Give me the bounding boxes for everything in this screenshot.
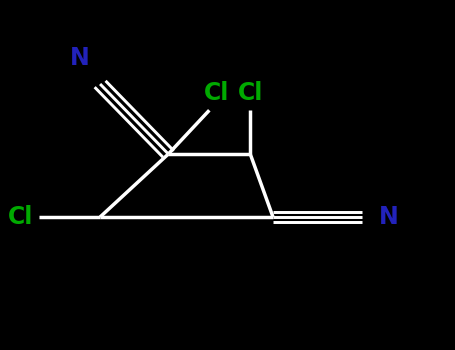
Text: N: N	[70, 46, 90, 70]
Text: Cl: Cl	[8, 205, 33, 229]
Text: N: N	[379, 205, 399, 229]
Text: Cl: Cl	[203, 81, 229, 105]
Text: Cl: Cl	[238, 81, 263, 105]
